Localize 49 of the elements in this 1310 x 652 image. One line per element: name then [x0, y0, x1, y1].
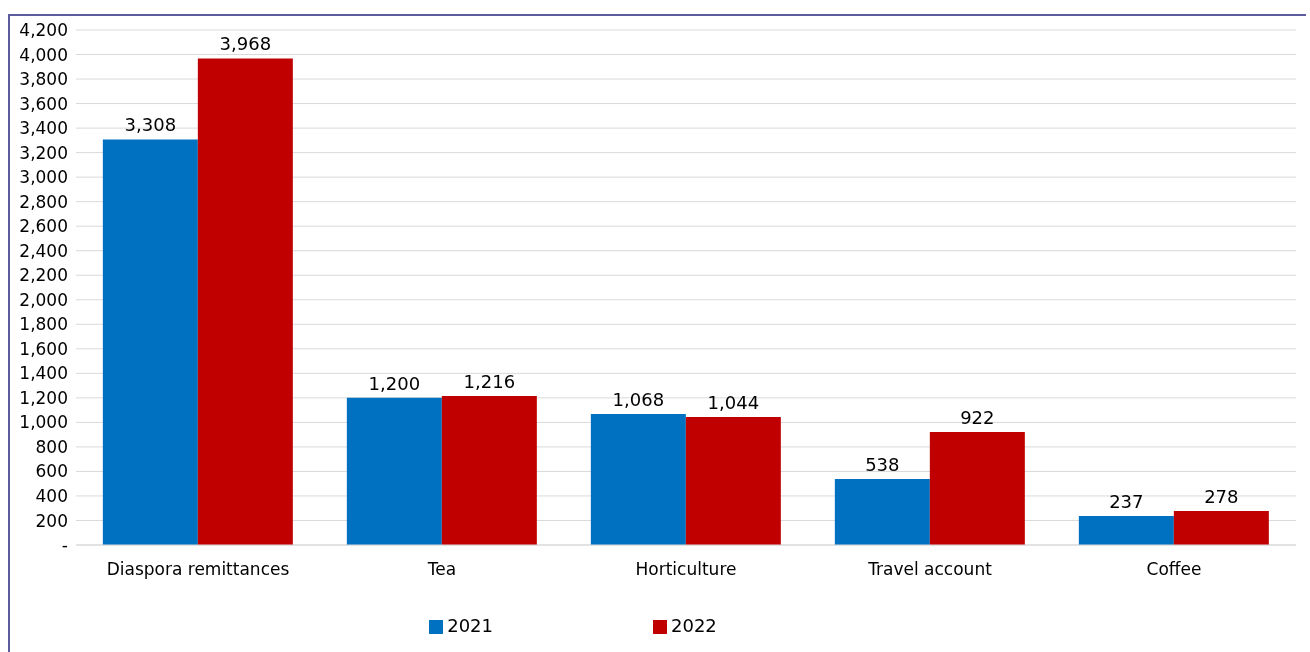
data-label: 1,044 [707, 391, 760, 413]
bar [685, 416, 781, 545]
y-tick-label: 4,200 [19, 20, 68, 41]
y-tick-label: 2,000 [19, 289, 68, 310]
data-label: 3,308 [124, 114, 177, 136]
y-tick-label: 4,000 [19, 44, 68, 65]
y-tick-label: 800 [35, 436, 68, 457]
y-tick-label: 200 [35, 510, 68, 531]
bar [441, 395, 537, 545]
y-tick-label: 1,400 [19, 363, 68, 384]
y-tick-label: 3,600 [19, 93, 68, 114]
x-tick-label: Coffee [1146, 559, 1202, 580]
data-label: 922 [960, 406, 995, 428]
y-tick-label: - [61, 535, 68, 556]
data-label: 278 [1204, 485, 1239, 507]
y-tick-label: 1,600 [19, 338, 68, 359]
y-tick-label: 2,200 [19, 265, 68, 286]
y-tick-label: 3,400 [19, 118, 68, 139]
y-tick-label: 2,600 [19, 216, 68, 237]
y-tick-label: 1,800 [19, 314, 68, 335]
data-label: 1,068 [612, 389, 665, 411]
bar [929, 431, 1025, 545]
bar [346, 397, 442, 545]
data-label: 3,968 [219, 33, 272, 55]
bar [590, 414, 686, 545]
x-tick-label: Diaspora remittances [106, 559, 290, 580]
y-tick-label: 400 [35, 485, 68, 506]
y-tick-label: 2,800 [19, 191, 68, 212]
bar [1173, 510, 1269, 545]
x-tick-label: Tea [426, 559, 457, 580]
data-label: 237 [1109, 490, 1144, 512]
y-tick-label: 600 [35, 461, 68, 482]
y-tick-label: 3,200 [19, 142, 68, 163]
legend-label: 2022 [671, 615, 717, 636]
data-label: 538 [865, 454, 900, 476]
data-label: 1,216 [463, 370, 516, 392]
bar [102, 139, 198, 545]
bar [1078, 515, 1174, 545]
bar [834, 479, 930, 545]
y-tick-label: 2,400 [19, 240, 68, 261]
bar [197, 58, 293, 545]
y-tick-label: 3,000 [19, 167, 68, 188]
y-tick-label: 1,000 [19, 412, 68, 433]
y-tick-label: 1,200 [19, 387, 68, 408]
legend-label: 2021 [447, 615, 493, 636]
data-label: 1,200 [368, 372, 421, 394]
x-tick-label: Travel account [867, 559, 993, 580]
x-tick-label: Horticulture [635, 559, 737, 580]
y-tick-label: 3,800 [19, 69, 68, 90]
